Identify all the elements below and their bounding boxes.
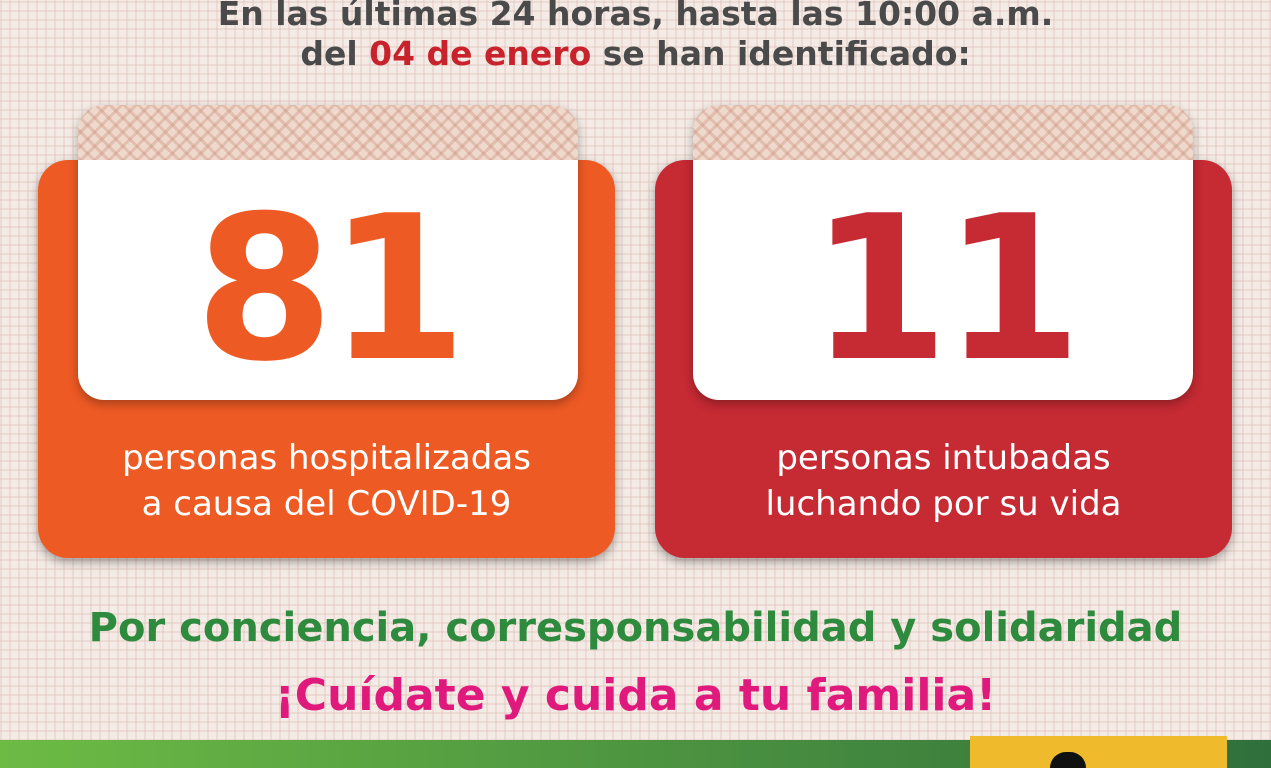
header-line-2: del 04 de enero se han identificado: bbox=[0, 34, 1271, 73]
label-line: personas intubadas bbox=[776, 438, 1111, 478]
hospitalized-count: 81 bbox=[194, 173, 467, 400]
intubated-label: personas intubadas luchando por su vida bbox=[655, 435, 1232, 527]
hospitalized-number-panel: 81 bbox=[78, 105, 578, 400]
header-line-1: En las últimas 24 horas, hasta las 10:00… bbox=[217, 0, 1054, 33]
label-line: a causa del COVID-19 bbox=[141, 484, 512, 524]
pattern-strip bbox=[78, 105, 578, 160]
intubated-number-panel: 11 bbox=[693, 105, 1193, 400]
header-prefix: del bbox=[300, 34, 370, 73]
header-suffix: se han identificado: bbox=[591, 34, 971, 73]
label-line: luchando por su vida bbox=[765, 484, 1122, 524]
header-date: 04 de enero bbox=[369, 34, 592, 73]
hospitalized-label: personas hospitalizadas a causa del COVI… bbox=[38, 435, 615, 527]
logo-box bbox=[970, 736, 1227, 768]
slogan-line-2: ¡Cuídate y cuida a tu familia! bbox=[274, 670, 997, 721]
intubated-card: 11 personas intubadas luchando por su vi… bbox=[655, 105, 1232, 558]
hospitalized-card: 81 personas hospitalizadas a causa del C… bbox=[38, 105, 615, 558]
pattern-strip bbox=[693, 105, 1193, 160]
label-line: personas hospitalizadas bbox=[122, 438, 531, 478]
slogan-line-1: Por conciencia, corresponsabilidad y sol… bbox=[88, 605, 1183, 651]
logo-mark bbox=[1050, 752, 1086, 768]
intubated-count: 11 bbox=[809, 173, 1082, 400]
